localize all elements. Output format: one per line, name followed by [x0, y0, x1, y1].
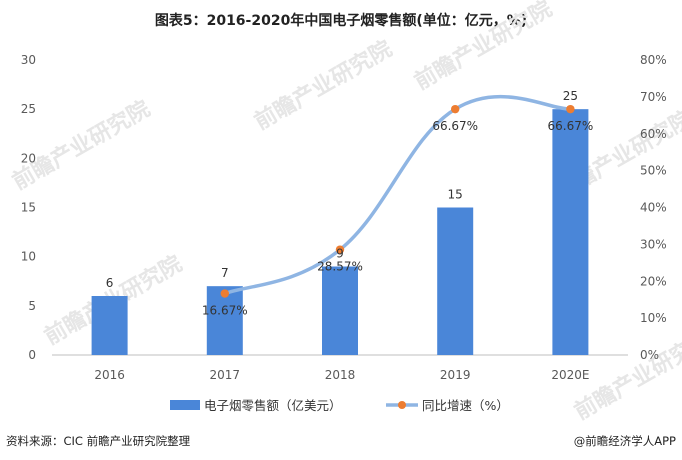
brand-credit: @前瞻经济学人APP: [573, 434, 676, 448]
growth-rate-marker: [566, 104, 575, 114]
y2-tick-label: 70%: [640, 90, 667, 104]
growth-rate-label: 16.67%: [202, 304, 248, 318]
x-tick-label: 2017: [210, 368, 241, 382]
bar: [552, 109, 589, 356]
source-note: 资料来源：CIC 前瞻产业研究院整理: [6, 434, 191, 448]
y2-tick-label: 10%: [640, 311, 667, 325]
x-tick-label: 2018: [325, 368, 356, 382]
legend-bar-swatch: [170, 400, 200, 410]
x-tick-label: 2020E: [551, 368, 589, 382]
y-tick-label: 15: [21, 201, 36, 215]
bar-series: [91, 109, 589, 356]
legend-line-label: 同比增速（%）: [422, 398, 509, 413]
y2-tick-label: 40%: [640, 201, 667, 215]
y2-tick-label: 80%: [640, 53, 667, 67]
y2-tick-label: 0%: [640, 348, 659, 362]
y2-tick-label: 60%: [640, 127, 667, 141]
bar-value-label: 9: [336, 247, 344, 261]
watermark-text: 前瞻产业研究院: [410, 0, 556, 95]
bar-value-label: 15: [448, 188, 463, 202]
bar: [322, 266, 358, 355]
growth-rate-marker: [220, 289, 229, 298]
growth-rate-marker: [451, 104, 460, 114]
x-tick-label: 2016: [94, 368, 125, 382]
bar-value-label: 25: [563, 89, 578, 103]
legend: 电子烟零售额（亿美元） 同比增速（%）: [170, 398, 509, 413]
y-tick-label: 30: [21, 53, 36, 67]
growth-rate-marker: [335, 245, 345, 254]
y2-tick-label: 20%: [640, 274, 667, 288]
growth-rate-line: [223, 94, 573, 296]
y-tick-label: 5: [28, 299, 36, 313]
growth-rate-label: 66.67%: [548, 119, 594, 133]
bar-value-label: 7: [221, 266, 229, 280]
bar: [91, 296, 128, 355]
line-series: [220, 94, 575, 298]
watermark-text: 前瞻产业研究院: [250, 36, 396, 136]
y-tick-label: 25: [21, 102, 36, 116]
data-labels: 6 7 9 15 25 16.67% 28.57% 66.67% 66.67%: [106, 89, 594, 317]
chart-title: 图表5：2016-2020年中国电子烟零售额(单位：亿元，%): [154, 13, 528, 29]
bar-value-label: 6: [106, 276, 114, 290]
growth-rate-label: 66.67%: [432, 119, 478, 133]
y2-tick-label: 30%: [640, 237, 667, 251]
y-tick-label: 10: [21, 250, 36, 264]
legend-bar-label: 电子烟零售额（亿美元）: [204, 398, 342, 413]
legend-line-marker: [398, 401, 406, 409]
bar: [437, 207, 474, 355]
y2-tick-label: 50%: [640, 164, 667, 178]
y-tick-label: 20: [21, 151, 36, 165]
y-tick-label: 0: [28, 348, 36, 362]
x-tick-label: 2019: [440, 368, 471, 382]
growth-rate-label: 28.57%: [317, 260, 363, 274]
